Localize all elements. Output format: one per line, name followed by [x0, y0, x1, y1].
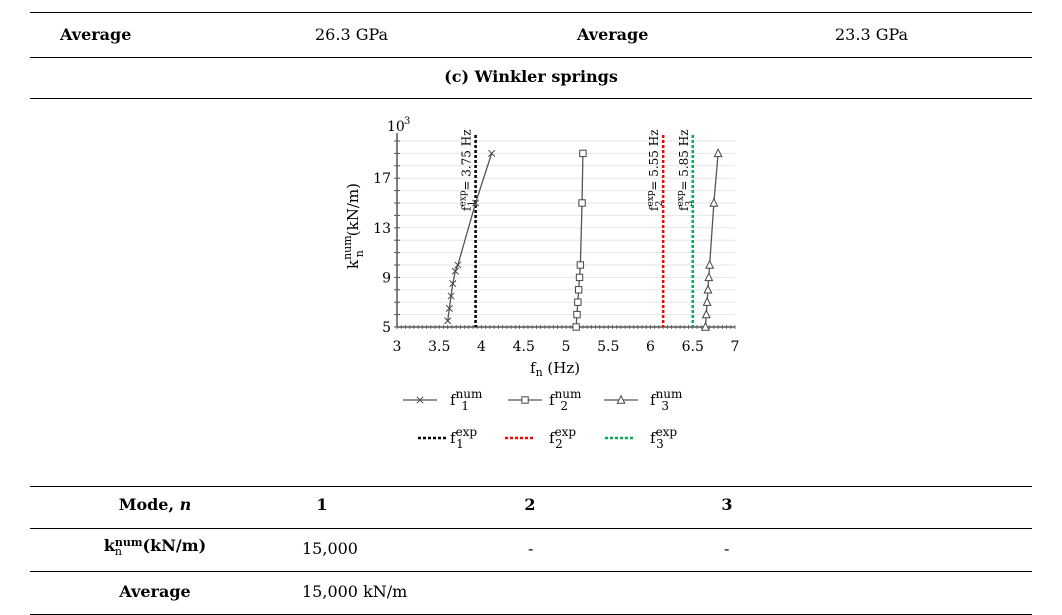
exp-label-f2exp: fexp2= 5.55 Hz [646, 129, 665, 211]
point-f1num [445, 304, 453, 312]
y-multiplier-exp: 3 [404, 116, 410, 127]
legend-label-num-3: fnum 3 [650, 387, 683, 413]
chart-legend: fnum 1 fnum 2 fnum 3 fexp 1 fexp 2 fexp 3 [403, 387, 683, 451]
x-tick-label: 5 [562, 339, 571, 355]
k-label-unit: (kN/m) [142, 536, 207, 555]
x-tick-label: 6 [646, 339, 655, 355]
series-line-f1num [447, 153, 493, 321]
x-axis-label: fn (Hz) [530, 359, 580, 379]
point-f1num [472, 199, 480, 207]
legend-marker-1 [416, 396, 424, 404]
point-f3num [703, 284, 713, 294]
point-f3num [704, 272, 714, 282]
k-value-1: 15,000 [302, 539, 358, 558]
point-f3num [700, 321, 710, 331]
point-f2num [573, 310, 581, 319]
x-tick-label: 3 [393, 339, 402, 355]
k-value-2: - [528, 539, 534, 558]
series-lines [444, 148, 723, 331]
x-tick-label: 4.5 [513, 339, 535, 355]
point-f2num [578, 199, 586, 207]
row-rule-2 [30, 98, 1032, 99]
mode-value-3: 3 [721, 495, 733, 514]
exp-lines: fexp1= 3.75 Hz fexp2= 5.55 Hz fexp3= 5.85 … [459, 129, 695, 327]
average-value-left: 26.3 GPa [315, 25, 389, 44]
row-rule-3 [30, 486, 1032, 487]
y-tick-label: 5 [382, 320, 391, 336]
point-f1num [454, 261, 462, 269]
k-label: k num n (kN/m) [103, 535, 207, 558]
exp-label-f1exp: fexp1= 3.75 Hz [459, 129, 478, 211]
point-f2num [574, 298, 582, 306]
x-tick-label: 6.5 [682, 339, 704, 355]
y-axis-label: knumn(kN/m) [341, 183, 366, 269]
average-label-right: Average [577, 25, 649, 44]
k-label-main: k [103, 536, 115, 555]
point-f1num [444, 317, 452, 325]
x-tick-label: 5.5 [597, 339, 619, 355]
x-tick-label: 7 [731, 339, 740, 355]
legend-label-num-2: fnum 2 [549, 387, 582, 413]
point-f2num [575, 273, 584, 282]
average-label-left: Average [60, 25, 132, 44]
x-tick-label: 4 [477, 339, 486, 355]
chart-labels: 10 3fn (Hz)knumn(kN/m) [341, 116, 580, 379]
point-f3num [705, 259, 715, 269]
y-tick-label: 13 [373, 221, 391, 237]
legend-label-exp-3: fexp 3 [650, 425, 677, 451]
mode-label-n: n [179, 495, 192, 514]
section-title: (c) Winkler springs [444, 67, 618, 86]
row-rule-1 [30, 57, 1032, 58]
point-f2num [579, 149, 587, 158]
point-f3num [709, 197, 719, 207]
average-value-bottom: 15,000 kN/m [302, 582, 408, 601]
mode-label: Mode, n [119, 495, 192, 514]
mode-label-text: Mode, [118, 495, 180, 514]
chart-ticks: 3 3.5 4 4.5 5 5.5 6 6.5 7 5 9 13 17 [373, 140, 740, 355]
legend-marker-3 [616, 394, 626, 404]
legend-label-num-1: fnum 1 [450, 387, 483, 413]
top-rule [30, 12, 1032, 13]
row-rule-4 [30, 528, 1032, 529]
exp-label-f3exp: fexp3= 5.85 Hz [676, 129, 695, 211]
row-rule-5 [30, 571, 1032, 572]
point-f3num [702, 296, 712, 306]
point-f1num [449, 280, 457, 288]
y-tick-label: 17 [373, 171, 391, 187]
y-tick-label: 9 [382, 270, 391, 286]
legend-label-exp-1: fexp 1 [450, 425, 477, 451]
k-label-sup: num [114, 535, 143, 549]
legend-label-exp-2: fexp 2 [549, 425, 576, 451]
mode-value-2: 2 [524, 495, 536, 514]
point-f3num [713, 148, 723, 158]
point-f1num [451, 267, 459, 275]
legend-marker-2 [521, 396, 529, 404]
y-multiplier: 10 [387, 119, 405, 135]
point-f2num [572, 323, 580, 331]
point-f3num [701, 309, 711, 319]
chart-grid [397, 140, 735, 316]
point-f1num [447, 292, 455, 300]
x-tick-label: 3.5 [428, 339, 450, 355]
average-label-bottom: Average [119, 582, 191, 601]
average-value-right: 23.3 GPa [835, 25, 909, 44]
point-f2num [576, 261, 585, 269]
k-label-sub: n [114, 544, 123, 558]
mode-value-1: 1 [316, 495, 328, 514]
k-value-3: - [724, 539, 730, 558]
point-f2num [574, 286, 583, 294]
point-f1num [488, 149, 496, 157]
